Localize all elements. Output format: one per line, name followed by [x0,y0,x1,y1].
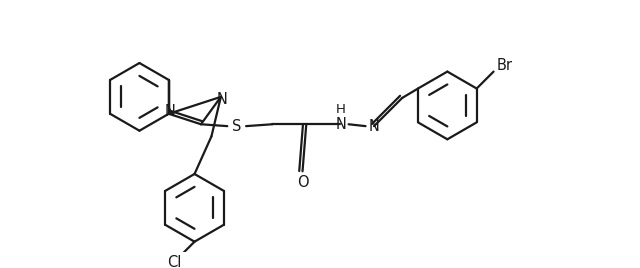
Text: N: N [164,105,175,120]
Text: S: S [232,119,241,134]
Text: O: O [297,175,308,190]
Text: N: N [216,92,227,107]
Text: H: H [336,103,346,116]
Text: Br: Br [497,58,513,73]
Text: N: N [335,117,346,132]
Text: Cl: Cl [166,255,181,268]
Text: N: N [369,119,380,134]
